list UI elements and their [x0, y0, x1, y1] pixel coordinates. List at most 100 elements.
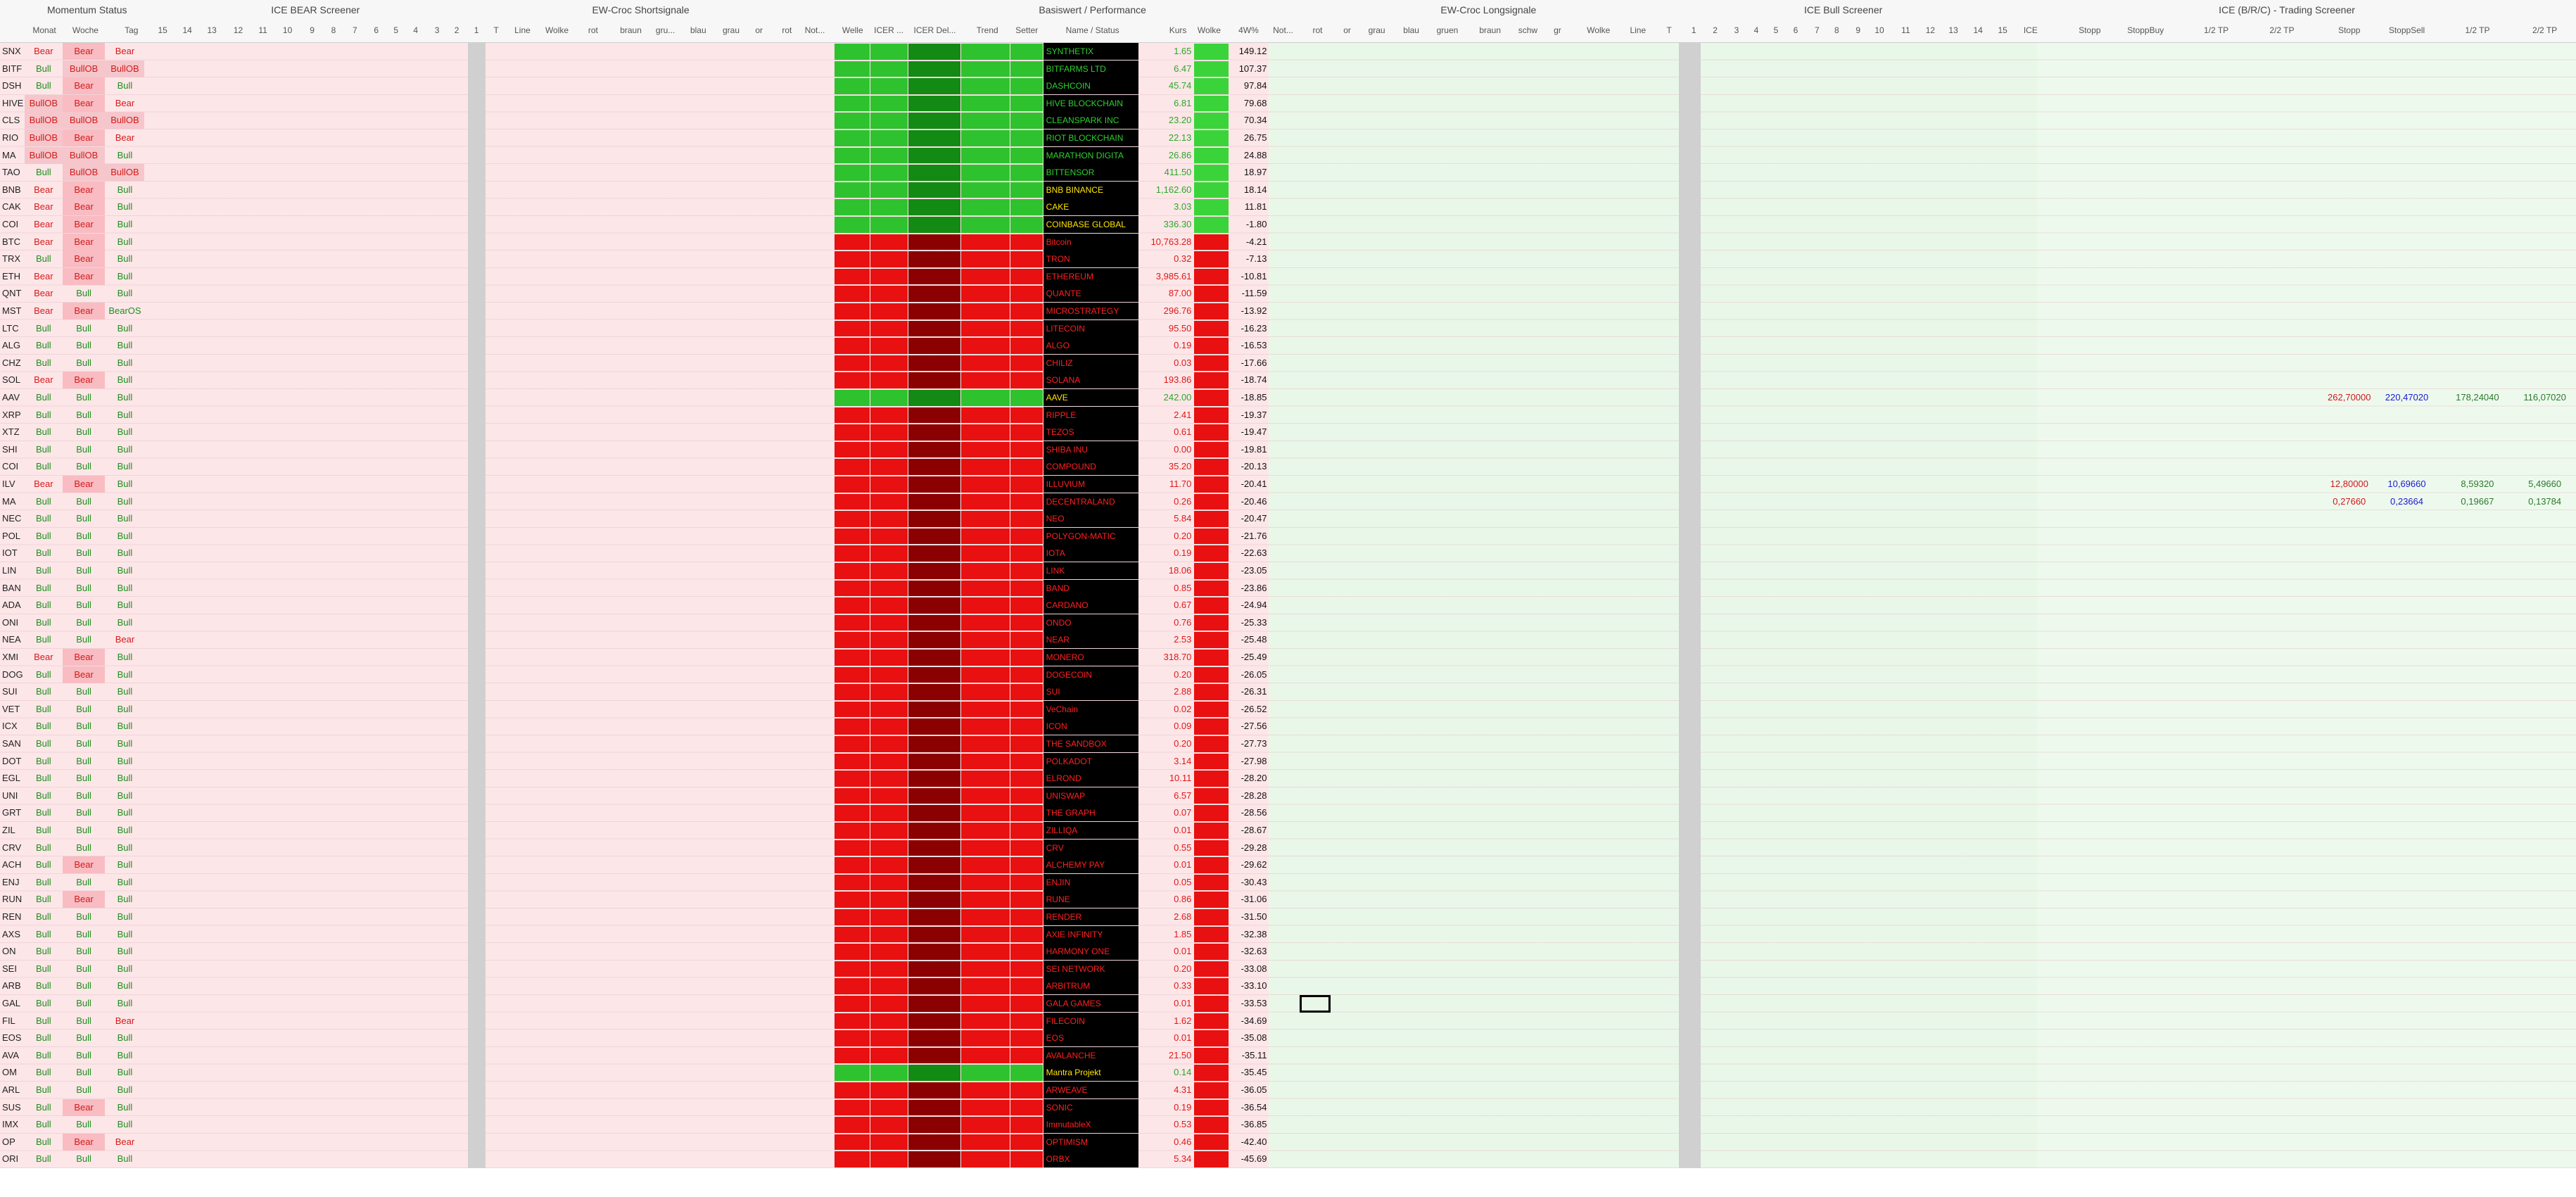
selected-cell[interactable] [1299, 995, 1331, 1013]
price: 4.31 [1174, 1084, 1192, 1095]
signal-block [835, 113, 870, 129]
signal-block [870, 95, 908, 112]
column-header: Wolke [1197, 25, 1221, 35]
symbol: VET [2, 703, 20, 714]
momentum-woche: Bull [76, 842, 91, 853]
momentum-tag: Bull [117, 600, 133, 611]
signal-block [870, 320, 908, 337]
signal-block [960, 476, 1010, 493]
cloud [1194, 511, 1229, 527]
signal-block [908, 787, 960, 804]
momentum-woche: Bull [76, 773, 91, 784]
signal-block [908, 1099, 960, 1116]
performance: -30.43 [1241, 876, 1267, 887]
signal-block [835, 996, 870, 1012]
signal-block [1010, 892, 1043, 908]
price: 3,985.61 [1155, 270, 1192, 281]
column-header: Wolke [1587, 25, 1611, 35]
column-header: 1/2 TP [2204, 25, 2229, 35]
signal-block [870, 1047, 908, 1064]
symbol: QNT [2, 288, 22, 299]
signal-block [1010, 563, 1043, 579]
signal-block [870, 857, 908, 873]
signal-block [870, 666, 908, 683]
signal-block [1010, 511, 1043, 527]
cloud [1194, 199, 1229, 215]
signal-block [1010, 736, 1043, 752]
trading-value: 116,07020 [2523, 392, 2566, 403]
price: 10,763.28 [1150, 236, 1192, 247]
momentum-woche: Bear [62, 303, 106, 319]
signal-block [1010, 199, 1043, 215]
column-header: grau [722, 25, 740, 35]
performance: -25.48 [1241, 634, 1267, 645]
performance: -28.67 [1241, 825, 1267, 835]
symbol: AAV [2, 392, 20, 403]
momentum-woche: Bull [76, 928, 91, 939]
signal-block [1010, 130, 1043, 146]
column-header: Not... [1273, 25, 1293, 35]
price: 296.76 [1163, 305, 1192, 316]
symbol: GRT [2, 807, 22, 818]
name-status: BAND [1043, 579, 1139, 597]
momentum-monat: Bull [36, 946, 51, 957]
price: 0.67 [1174, 600, 1192, 611]
price: 0.01 [1174, 1032, 1192, 1044]
price: 0.00 [1174, 443, 1192, 455]
momentum-woche: Bull [76, 790, 91, 801]
momentum-woche: Bull [76, 288, 91, 299]
signal-block [835, 1151, 870, 1167]
signal-block [908, 251, 960, 267]
price: 193.86 [1163, 374, 1192, 386]
cloud [1194, 493, 1229, 510]
signal-block [870, 44, 908, 60]
symbol: ADA [2, 600, 21, 611]
performance: 18.14 [1243, 184, 1267, 195]
price: 0.32 [1174, 253, 1192, 265]
performance: 97.84 [1243, 80, 1267, 91]
signal-block [1010, 1047, 1043, 1064]
performance: -23.86 [1241, 582, 1267, 593]
signal-block [870, 563, 908, 579]
symbol: BNB [2, 184, 21, 195]
symbol: MST [2, 305, 22, 316]
signal-block [1010, 1030, 1043, 1046]
momentum-tag: BullOB [105, 60, 145, 77]
column-header: grau [1368, 25, 1385, 35]
cloud [1194, 476, 1229, 493]
name-status: THE SANDBOX [1043, 735, 1139, 752]
signal-block [835, 476, 870, 493]
column-header: 12 [233, 25, 243, 35]
price: 0.19 [1174, 547, 1192, 559]
price: 0.26 [1174, 495, 1192, 507]
signal-block [835, 1134, 870, 1151]
signal-block [1010, 1134, 1043, 1151]
performance: -35.11 [1241, 1049, 1267, 1060]
signal-block [960, 1134, 1010, 1151]
momentum-monat: Bull [36, 911, 51, 922]
name-status: MONERO [1043, 649, 1139, 666]
price: 1.62 [1174, 1015, 1192, 1026]
signal-block [870, 1117, 908, 1133]
signal-block [1010, 303, 1043, 319]
price: 2.53 [1174, 634, 1192, 645]
column-header: Line [514, 25, 531, 35]
signal-block [960, 909, 1010, 925]
column-header: StoppSell [2388, 25, 2425, 35]
signal-block [908, 61, 960, 77]
signal-block [908, 771, 960, 787]
signal-block [870, 390, 908, 406]
cloud [1194, 614, 1229, 631]
signal-block [870, 614, 908, 631]
cloud [1194, 996, 1229, 1012]
column-header: 2 [1713, 25, 1718, 35]
signal-block [908, 165, 960, 181]
name-status: CAKE [1043, 198, 1139, 216]
signal-block [908, 286, 960, 302]
symbol: XTZ [2, 426, 20, 438]
momentum-woche: Bull [76, 721, 91, 732]
price: 18.06 [1168, 565, 1192, 576]
name-status: RIOT BLOCKCHAIN [1043, 129, 1139, 146]
signal-block [908, 1151, 960, 1167]
momentum-tag: Bull [117, 652, 133, 662]
